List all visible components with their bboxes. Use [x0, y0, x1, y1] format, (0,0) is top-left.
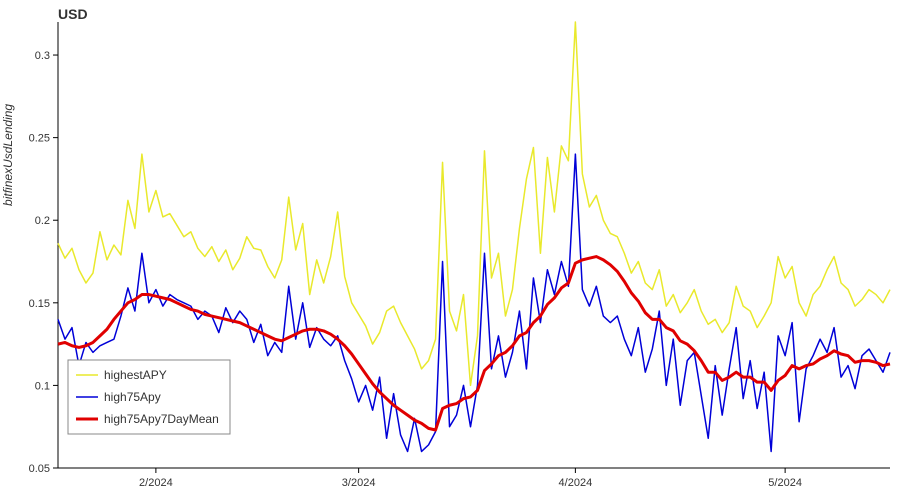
y-tick-label: 0.3: [35, 50, 50, 62]
chart-container: USD bitfinexUsdLending 0.05 0.1 0.15 0.2 0.2…: [0, 0, 900, 500]
chart-title: USD: [58, 6, 88, 22]
x-tick-label: 2/2024: [139, 477, 173, 489]
legend-label: high75Apy7DayMean: [104, 412, 219, 426]
legend-label: high75Apy: [104, 390, 161, 404]
chart-svg: 0.05 0.1 0.15 0.2 0.25 0.3 2/2024 3/2024 4/2024 5…: [0, 0, 900, 500]
y-axis-label: bitfinexUsdLending: [1, 104, 15, 206]
legend-label: highestAPY: [104, 368, 167, 382]
y-tick-label: 0.25: [29, 133, 50, 145]
y-tick-label: 0.15: [29, 298, 50, 310]
x-tick-label: 3/2024: [342, 477, 376, 489]
x-tick-label: 5/2024: [768, 477, 802, 489]
x-tick-label: 4/2024: [559, 477, 593, 489]
y-tick-label: 0.1: [35, 380, 50, 392]
y-tick-label: 0.05: [29, 463, 50, 475]
series-highestAPY: [58, 22, 890, 385]
y-tick-label: 0.2: [35, 215, 50, 227]
